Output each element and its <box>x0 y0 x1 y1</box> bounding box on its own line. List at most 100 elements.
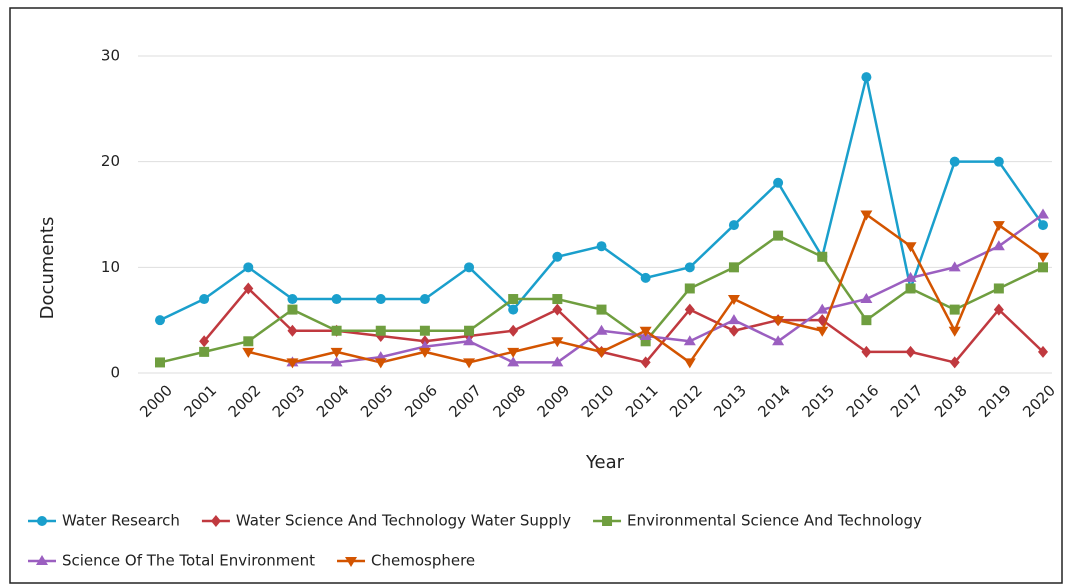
legend-label: Water Science And Technology Water Suppl… <box>236 512 571 530</box>
marker <box>993 156 1004 167</box>
marker <box>155 357 165 368</box>
marker <box>36 555 48 565</box>
marker <box>155 315 165 326</box>
marker <box>551 337 564 348</box>
marker <box>243 282 254 295</box>
marker <box>727 314 740 325</box>
marker <box>817 251 828 262</box>
marker <box>860 210 873 221</box>
marker <box>596 241 607 252</box>
x-axis-label: Year <box>585 452 625 473</box>
marker <box>508 304 519 315</box>
marker <box>816 326 829 337</box>
marker <box>772 335 785 346</box>
marker <box>419 294 430 305</box>
marker <box>243 262 254 273</box>
marker <box>331 294 342 305</box>
series-line <box>292 213 1044 364</box>
marker <box>418 347 431 358</box>
marker <box>905 345 916 358</box>
legend-label: Water Research <box>62 512 180 530</box>
marker <box>993 303 1004 316</box>
marker <box>684 303 695 316</box>
marker <box>552 303 563 316</box>
marker <box>1037 208 1049 219</box>
marker <box>552 294 563 305</box>
marker <box>1038 220 1048 231</box>
marker <box>37 516 47 526</box>
marker <box>243 336 254 347</box>
marker <box>639 326 652 337</box>
marker <box>199 294 210 305</box>
marker <box>683 358 696 369</box>
marker <box>904 271 917 282</box>
marker <box>507 356 520 367</box>
marker <box>507 347 520 358</box>
marker <box>949 304 960 315</box>
marker <box>640 356 651 369</box>
marker <box>684 283 695 294</box>
marker <box>1038 345 1048 358</box>
marker <box>817 314 828 327</box>
marker <box>374 358 387 369</box>
legend-label: Chemosphere <box>371 552 475 570</box>
y-axis-label: Documents <box>37 217 58 320</box>
marker <box>242 347 255 358</box>
marker <box>596 304 607 315</box>
marker <box>463 358 476 369</box>
marker <box>993 283 1004 294</box>
marker <box>345 557 358 567</box>
marker <box>861 345 872 358</box>
legend-label: Science Of The Total Environment <box>62 552 315 570</box>
marker <box>375 325 386 336</box>
marker <box>210 515 221 527</box>
marker <box>199 335 210 348</box>
marker <box>508 324 519 337</box>
y-tick-label: 10 <box>101 258 120 276</box>
marker <box>727 295 740 306</box>
marker <box>1038 262 1048 273</box>
marker <box>286 358 299 369</box>
marker <box>816 303 829 314</box>
marker <box>684 262 695 273</box>
marker <box>948 326 961 337</box>
marker <box>860 293 873 304</box>
marker <box>728 262 739 273</box>
marker <box>904 242 917 253</box>
marker <box>602 516 613 526</box>
marker <box>948 261 961 272</box>
y-tick-label: 20 <box>101 152 120 170</box>
y-tick-label: 30 <box>101 47 120 65</box>
marker <box>728 324 739 337</box>
marker <box>287 324 298 337</box>
marker <box>375 294 386 305</box>
marker <box>595 324 608 335</box>
marker <box>949 156 960 167</box>
y-tick-label: 0 <box>110 364 120 382</box>
legend-label: Environmental Science And Technology <box>627 512 922 530</box>
marker <box>508 294 519 305</box>
marker <box>419 325 430 336</box>
marker <box>992 240 1005 251</box>
marker <box>772 316 785 327</box>
marker <box>683 335 696 346</box>
marker <box>992 221 1005 232</box>
marker <box>551 356 564 367</box>
marker <box>640 272 651 283</box>
marker <box>728 220 739 231</box>
marker <box>595 347 608 358</box>
marker <box>552 251 563 262</box>
marker <box>330 347 343 358</box>
marker <box>949 356 960 369</box>
marker <box>330 356 343 367</box>
marker <box>861 72 872 83</box>
marker <box>464 325 475 336</box>
marker <box>773 230 784 241</box>
marker <box>773 177 784 188</box>
marker <box>287 304 298 315</box>
chart-frame <box>9 7 1063 584</box>
marker <box>905 283 916 294</box>
marker <box>861 315 872 326</box>
marker <box>1037 252 1049 263</box>
